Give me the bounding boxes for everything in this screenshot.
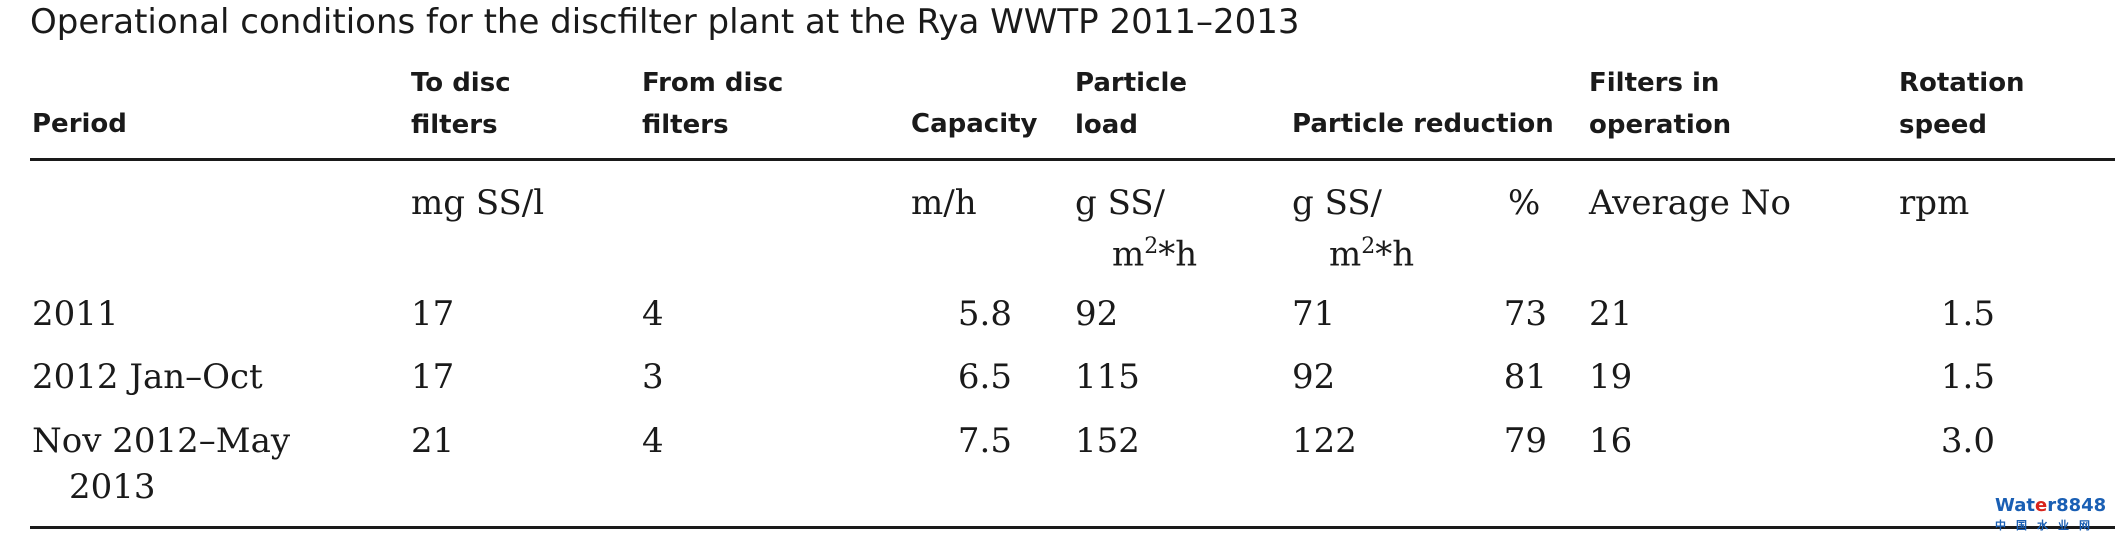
table-title: Operational conditions for the discfilte… (30, 2, 1300, 42)
cell-particle-load: 152 (1075, 421, 1140, 461)
cell-filters: 16 (1589, 421, 1633, 461)
cell-capacity: 6.5 (957, 357, 1012, 397)
cell-rotation: 3.0 (1940, 421, 1995, 461)
unit-particle-load: g SS/ m2*h (1075, 181, 1197, 276)
unit-to-disc: mg SS/l (411, 183, 545, 223)
header-rule (30, 158, 2115, 161)
cell-particle-load: 92 (1075, 294, 1119, 334)
cell-particle-reduction: 122 (1292, 421, 1357, 461)
header-rotation-line2: speed (1899, 110, 1987, 140)
unit-reduction-tail: *h (1375, 234, 1415, 275)
unit-load-sup: 2 (1144, 234, 1159, 259)
header-to-disc: To disc filters (411, 62, 511, 146)
header-particle-load-line2: load (1075, 110, 1138, 140)
cell-capacity: 5.8 (957, 294, 1012, 334)
cell-period: 2011 (32, 294, 119, 334)
header-capacity: Capacity (911, 103, 1037, 145)
unit-capacity: m/h (911, 183, 977, 223)
cell-particle-load: 115 (1075, 357, 1140, 397)
unit-particle-reduction: g SS/ m2*h (1292, 181, 1414, 276)
cell-particle-reduction: 92 (1292, 357, 1336, 397)
cell-reduction-percent: 81 (1503, 357, 1547, 397)
watermark-accent: e (2034, 495, 2048, 516)
unit-filters: Average No (1589, 183, 1791, 223)
watermark-pre: Wat (1995, 495, 2035, 516)
unit-reduction-sup: 2 (1361, 234, 1376, 259)
watermark-sub: 中国水业网 (1995, 519, 2100, 532)
cell-period: Nov 2012–May 2013 (32, 418, 290, 510)
unit-rotation: rpm (1899, 183, 1970, 223)
cell-from-disc: 4 (642, 421, 664, 461)
header-period: Period (32, 103, 127, 145)
cell-particle-reduction: 71 (1292, 294, 1336, 334)
watermark-post: r8848 (2047, 495, 2107, 516)
bottom-rule (30, 526, 2115, 529)
header-rotation-line1: Rotation (1899, 68, 2025, 98)
header-from-disc: From disc filters (642, 62, 783, 146)
cell-reduction-percent: 73 (1503, 294, 1547, 334)
cell-period-line1: Nov 2012–May (32, 421, 291, 461)
cell-to-disc: 21 (411, 421, 455, 461)
header-period-label: Period (32, 109, 127, 139)
unit-reduction-m: m (1329, 234, 1362, 275)
header-filters-line1: Filters in (1589, 68, 1720, 98)
cell-filters: 21 (1589, 294, 1633, 334)
header-filters: Filters in operation (1589, 62, 1731, 146)
cell-period: 2012 Jan–Oct (32, 357, 263, 397)
cell-from-disc: 4 (642, 294, 664, 334)
cell-to-disc: 17 (411, 294, 455, 334)
header-particle-reduction: Particle reduction (1292, 103, 1554, 145)
cell-capacity: 7.5 (957, 421, 1012, 461)
unit-particle-load-line1: g SS/ (1075, 183, 1166, 223)
header-particle-load-line1: Particle (1075, 68, 1188, 98)
unit-particle-reduction-line1: g SS/ (1292, 183, 1383, 223)
header-from-disc-line2: filters (642, 110, 729, 140)
cell-to-disc: 17 (411, 357, 455, 397)
cell-rotation: 1.5 (1940, 357, 1995, 397)
unit-load-tail: *h (1158, 234, 1198, 275)
cell-reduction-percent: 79 (1503, 421, 1547, 461)
unit-reduction-percent: % (1508, 183, 1541, 223)
header-particle-reduction-label: Particle reduction (1292, 109, 1554, 139)
cell-from-disc: 3 (642, 357, 664, 397)
unit-particle-load-line2: m2*h (1075, 225, 1197, 276)
cell-period-line2: 2013 (69, 467, 156, 507)
header-from-disc-line1: From disc (642, 68, 784, 98)
watermark-logo: Water8848 中国水业网 (1995, 497, 2106, 535)
header-to-disc-line2: filters (411, 110, 498, 140)
header-rotation: Rotation speed (1899, 62, 2025, 146)
cell-filters: 19 (1589, 357, 1633, 397)
unit-particle-reduction-line2: m2*h (1292, 225, 1414, 276)
unit-load-m: m (1112, 234, 1145, 275)
header-capacity-label: Capacity (911, 109, 1038, 139)
header-particle-load: Particle load (1075, 62, 1187, 146)
header-filters-line2: operation (1589, 110, 1732, 140)
cell-rotation: 1.5 (1940, 294, 1995, 334)
header-to-disc-line1: To disc (411, 68, 511, 98)
